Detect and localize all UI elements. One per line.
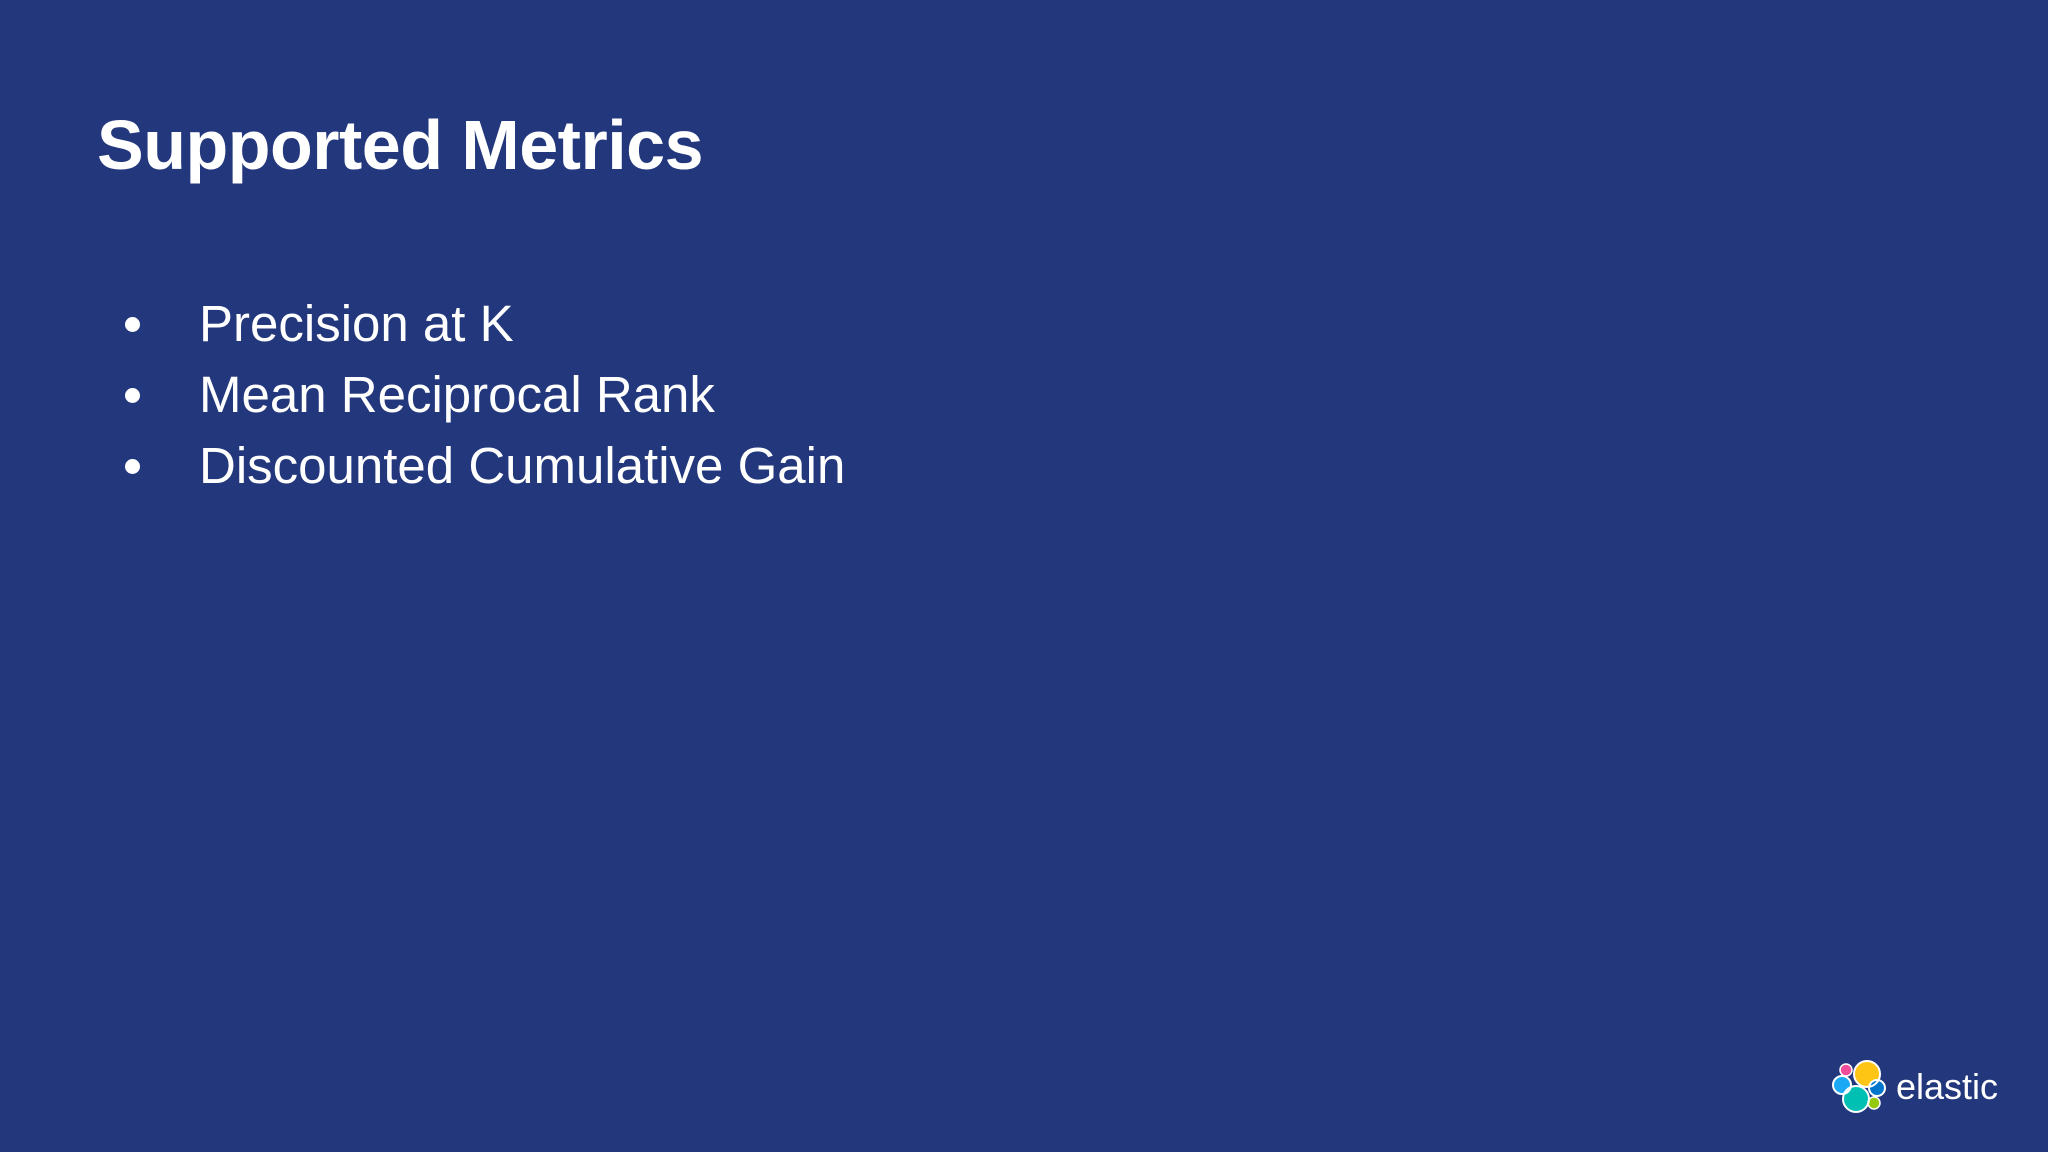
bullet-label: Discounted Cumulative Gain bbox=[199, 437, 846, 494]
elastic-logo: elastic bbox=[1832, 1058, 1998, 1116]
logo-wordmark: elastic bbox=[1896, 1066, 1999, 1107]
bullet-dot-icon bbox=[125, 459, 140, 474]
slide-title: Supported Metrics bbox=[97, 106, 704, 184]
bullet-label: Mean Reciprocal Rank bbox=[199, 366, 715, 423]
elastic-logo-icon bbox=[1832, 1060, 1886, 1113]
bullet-dot-icon bbox=[125, 317, 140, 332]
bullet-label: Precision at K bbox=[199, 295, 514, 352]
bullet-dot-icon bbox=[125, 388, 140, 403]
